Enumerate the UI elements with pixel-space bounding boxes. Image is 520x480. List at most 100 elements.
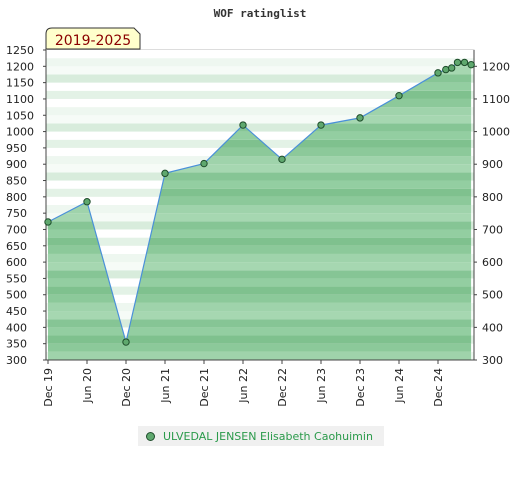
background-band — [46, 107, 474, 116]
y-tick-label-right: 400 — [482, 321, 503, 334]
y-tick-label-left: 800 — [6, 191, 27, 204]
data-point — [356, 114, 364, 122]
area-band — [48, 351, 472, 360]
x-tick-label: Jun 21 — [159, 368, 172, 404]
background-band — [46, 115, 474, 124]
x-tick-label: Dec 20 — [120, 368, 133, 407]
y-tick-label-left: 350 — [6, 338, 27, 351]
area-band — [48, 319, 472, 328]
y-tick-label-right: 700 — [482, 223, 503, 236]
x-tick-label: Dec 22 — [276, 368, 289, 407]
area-band — [48, 221, 472, 230]
y-tick-label-right: 600 — [482, 256, 503, 269]
y-tick-label-right: 800 — [482, 191, 503, 204]
area-band — [48, 270, 472, 279]
data-point — [83, 198, 91, 206]
y-tick-label-right: 1100 — [482, 93, 510, 106]
x-tick-label: Jun 23 — [315, 368, 328, 404]
y-tick-label-left: 1250 — [6, 44, 34, 57]
x-tick-label: Jun 22 — [237, 368, 250, 404]
y-tick-label-right: 1000 — [482, 126, 510, 139]
background-band — [46, 66, 474, 75]
y-tick-label-left: 1200 — [6, 60, 34, 73]
background-band — [46, 123, 474, 132]
legend-marker — [146, 431, 155, 441]
x-tick-label: Dec 19 — [42, 368, 55, 407]
area-band — [48, 229, 472, 238]
area-band — [48, 327, 472, 336]
area-band — [48, 278, 472, 287]
period-badge-label: 2019-2025 — [55, 33, 131, 49]
data-point — [467, 60, 475, 69]
area-band — [48, 311, 472, 320]
x-tick-label: Dec 23 — [354, 368, 367, 407]
y-axis-right-ticks: 300 400 500 600 700 800 900 1000 1100 1200 — [474, 60, 510, 367]
data-point — [317, 121, 325, 129]
legend-label: ULVEDAL JENSEN Elisabeth Caohuimin — [163, 429, 373, 443]
y-tick-label-right: 900 — [482, 158, 503, 171]
y-tick-label-left: 400 — [6, 321, 27, 334]
data-point — [200, 159, 208, 168]
background-band — [46, 98, 474, 108]
area-band — [48, 156, 472, 165]
data-points — [44, 58, 475, 346]
area-band — [48, 253, 472, 263]
area-band — [48, 147, 472, 157]
background-band — [46, 82, 474, 91]
y-tick-label-left: 650 — [6, 240, 27, 253]
background-band — [46, 50, 474, 59]
area-band — [48, 188, 472, 197]
y-tick-label-right: 500 — [482, 289, 503, 302]
chart-title: WOF ratinglist — [214, 7, 307, 20]
data-point — [239, 121, 247, 129]
y-tick-label-left: 700 — [6, 223, 27, 236]
legend: ULVEDAL JENSEN Elisabeth Caohuimin — [138, 426, 384, 446]
y-tick-label-left: 500 — [6, 289, 27, 302]
background-band — [46, 58, 474, 67]
data-point — [44, 218, 52, 226]
area-band — [48, 302, 472, 312]
area-band — [48, 164, 472, 173]
area-band — [48, 172, 472, 181]
area-band — [48, 286, 472, 295]
background-band — [46, 131, 474, 140]
y-tick-label-left: 900 — [6, 158, 27, 171]
data-point — [395, 91, 403, 100]
y-tick-label-left: 300 — [6, 354, 27, 367]
area-band — [48, 205, 472, 214]
data-point — [460, 58, 469, 67]
y-tick-label-left: 1100 — [6, 93, 34, 106]
area-band — [48, 245, 472, 254]
series-line — [47, 61, 472, 343]
area-band — [48, 180, 472, 189]
y-tick-label-left: 750 — [6, 207, 27, 220]
y-tick-label-left: 850 — [6, 175, 27, 188]
y-tick-label-left: 600 — [6, 256, 27, 269]
data-point — [447, 64, 456, 72]
period-badge: 2019-2025 — [45, 27, 141, 50]
area-band — [48, 335, 472, 344]
y-tick-label-right: 300 — [482, 354, 503, 367]
data-point — [278, 155, 286, 164]
area-band — [48, 294, 472, 303]
x-tick-label: Dec 21 — [198, 368, 211, 407]
y-tick-label-left: 1000 — [6, 126, 34, 139]
y-tick-label-left: 550 — [6, 272, 27, 285]
y-tick-label-left: 1050 — [6, 109, 34, 122]
area-band — [48, 213, 472, 222]
x-axis-ticks: Dec 19 Jun 20 Dec 20 Jun 21 Dec 21 Jun 22 Dec … — [42, 360, 445, 407]
data-point — [453, 58, 462, 67]
data-point — [122, 338, 130, 346]
y-tick-label-right: 1200 — [482, 60, 510, 73]
x-tick-label: Jun 20 — [81, 368, 94, 404]
y-axis-left-ticks: 300 350 400 450 500 550 600 650 700 750 800 850 900 9… — [6, 44, 46, 367]
y-tick-label-left: 1150 — [6, 77, 34, 90]
area-band — [48, 196, 472, 205]
area-band — [48, 237, 472, 246]
y-tick-label-left: 950 — [6, 142, 27, 155]
x-tick-label: Jun 24 — [393, 368, 406, 404]
area-band — [48, 139, 472, 148]
y-tick-label-left: 450 — [6, 305, 27, 318]
data-point — [434, 69, 442, 77]
